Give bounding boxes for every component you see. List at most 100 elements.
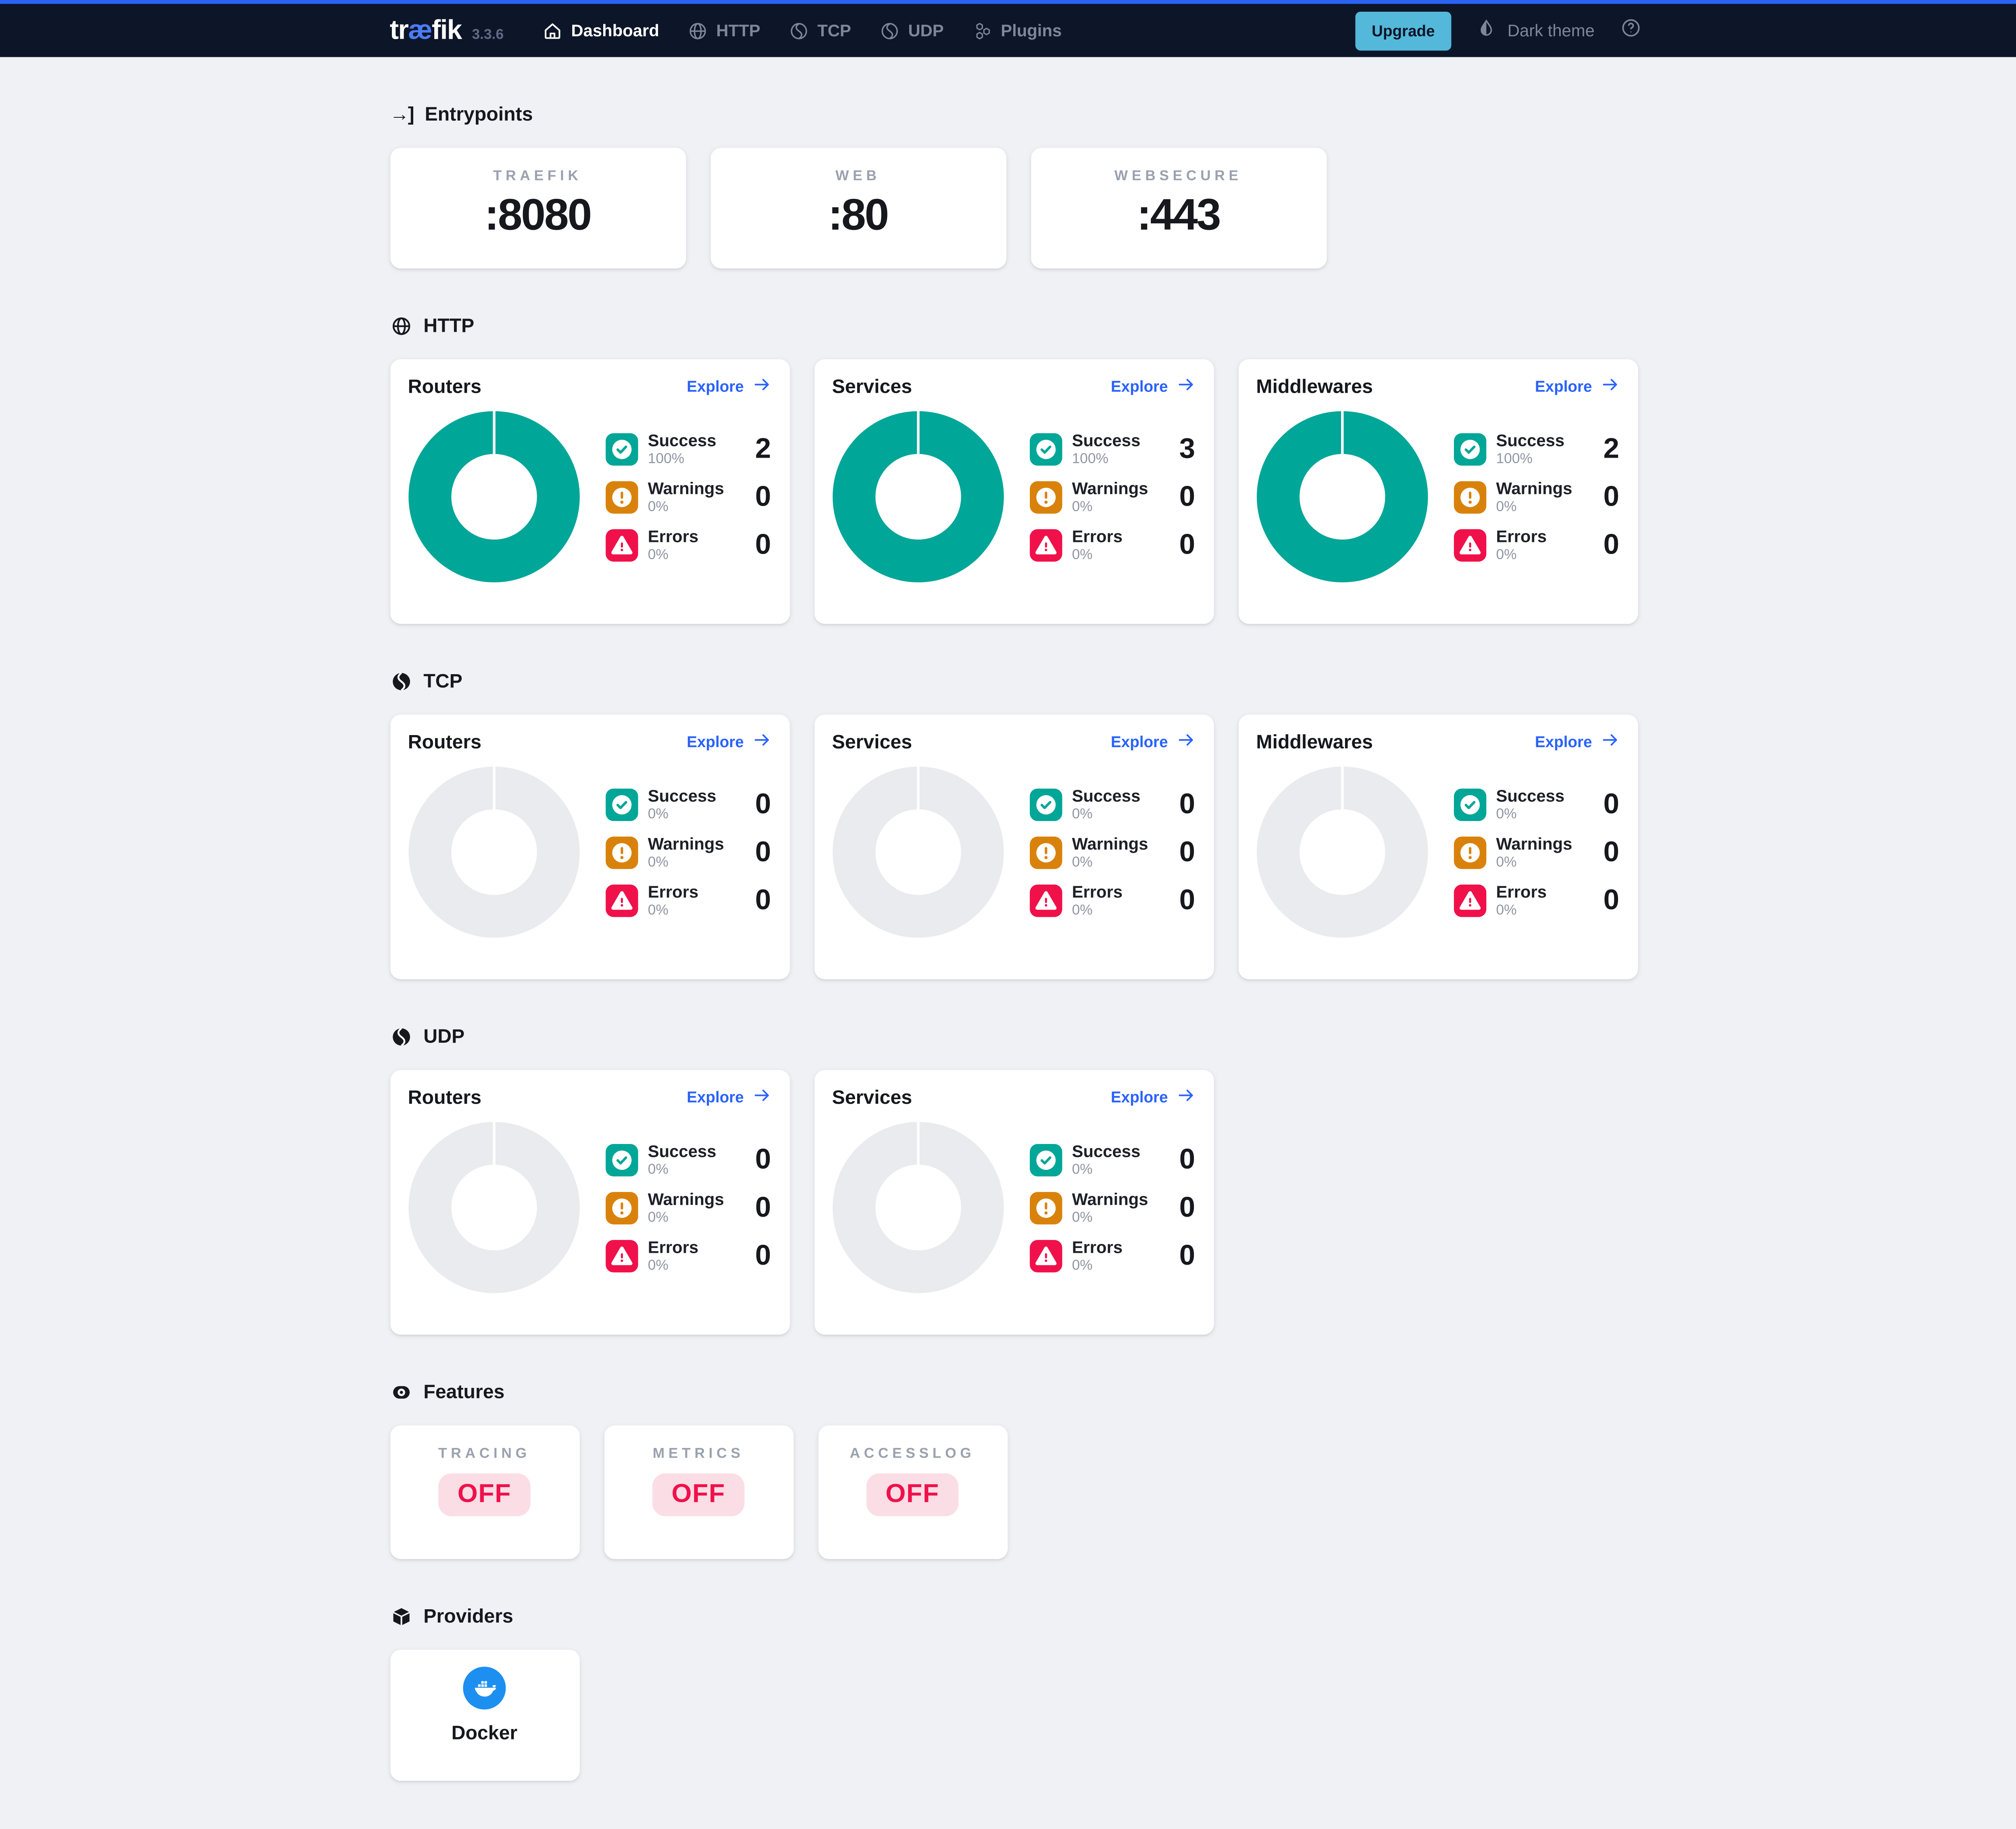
disc-icon: [390, 1025, 412, 1048]
legend-row-warnings: Warnings 0% 0: [1029, 834, 1195, 870]
success-count: 0: [1179, 787, 1195, 820]
section-header-entrypoints: →] Entrypoints: [390, 101, 1641, 127]
droplet-icon: [1477, 18, 1497, 43]
legend-row-success: Success 100% 3: [1029, 431, 1195, 467]
top-nav: træfik 3.3.6 Dashboard HTTP TCP: [0, 0, 2016, 57]
legend-row-success: Success 0% 0: [605, 1142, 771, 1178]
nav-item-udp[interactable]: UDP: [880, 20, 944, 41]
section-header-features: Features: [390, 1379, 1641, 1404]
udp-row: Routers Explore Success 0% 0 Warnings 0%: [389, 1070, 1641, 1335]
legend-row-success: Success 0% 0: [1029, 1142, 1195, 1178]
errors-count: 0: [1179, 528, 1195, 560]
nav-item-http[interactable]: HTTP: [688, 20, 760, 41]
success-icon: [605, 432, 638, 465]
nav-item-label: Plugins: [1001, 21, 1062, 40]
legend-row-errors: Errors 0% 0: [605, 1237, 771, 1274]
section-header-http: HTTP: [390, 312, 1641, 338]
explore-link[interactable]: Explore: [1535, 730, 1619, 754]
success-icon: [1029, 1143, 1062, 1176]
error-icon: [1029, 528, 1062, 561]
donut-chart: [1256, 411, 1427, 583]
theme-toggle[interactable]: Dark theme: [1477, 18, 1595, 43]
legend-row-warnings: Warnings 0% 0: [1453, 479, 1619, 515]
nav-item-tcp[interactable]: TCP: [789, 20, 851, 41]
feature-name: ACCESSLOG: [850, 1446, 975, 1462]
legend-row-warnings: Warnings 0% 0: [1453, 834, 1619, 870]
section-header-tcp: TCP: [390, 668, 1641, 694]
warning-icon: [1453, 480, 1486, 513]
error-icon: [605, 884, 638, 917]
package-icon: [390, 1605, 412, 1627]
version-label: 3.3.6: [472, 26, 504, 42]
help-button[interactable]: [1619, 16, 1641, 45]
donut-chart: [1256, 767, 1427, 938]
http-middlewares-card: Middlewares Explore Success 100% 2 Warni: [1238, 359, 1638, 624]
legend-row-warnings: Warnings 0% 0: [605, 834, 771, 870]
legend-row-errors: Errors 0% 0: [1453, 527, 1619, 563]
legend: Success 0% 0 Warnings 0% 0 Errors 0% 0: [1029, 786, 1195, 918]
nav-right-group: Upgrade Dark theme: [1355, 11, 1641, 50]
legend-row-errors: Errors 0% 0: [1453, 882, 1619, 918]
error-icon: [1453, 528, 1486, 561]
entrypoint-card: WEBSECURE :443: [1030, 148, 1327, 269]
section-header-udp: UDP: [390, 1023, 1641, 1049]
nav-item-label: TCP: [817, 21, 851, 40]
success-icon: [605, 788, 638, 821]
warning-icon: [605, 1191, 638, 1224]
legend: Success 100% 2 Warnings 0% 0 Errors 0% 0: [605, 431, 771, 563]
explore-link[interactable]: Explore: [1111, 1085, 1195, 1109]
disc-icon: [390, 670, 412, 692]
entrypoint-card: TRAEFIK :8080: [389, 148, 686, 269]
legend-row-success: Success 100% 2: [1453, 431, 1619, 467]
legend-row-warnings: Warnings 0% 0: [605, 1189, 771, 1226]
warnings-count: 0: [755, 480, 771, 512]
section-title: Features: [423, 1381, 505, 1403]
success-icon: [605, 1143, 638, 1176]
success-icon: [1029, 788, 1062, 821]
warnings-count: 0: [1179, 835, 1195, 868]
globe-icon: [390, 315, 412, 337]
section-title: UDP: [423, 1025, 465, 1048]
legend-row-warnings: Warnings 0% 0: [1029, 479, 1195, 515]
errors-count: 0: [755, 1238, 771, 1271]
feature-name: METRICS: [652, 1446, 744, 1462]
entrypoint-port: :443: [1137, 190, 1221, 240]
explore-link[interactable]: Explore: [1111, 375, 1195, 398]
section-title: HTTP: [423, 315, 475, 337]
upgrade-button[interactable]: Upgrade: [1355, 11, 1452, 50]
legend: Success 0% 0 Warnings 0% 0 Errors 0% 0: [1453, 786, 1619, 918]
traefik-logo[interactable]: træfik 3.3.6: [390, 15, 504, 46]
nav-item-plugins[interactable]: Plugins: [972, 20, 1062, 41]
legend: Success 100% 3 Warnings 0% 0 Errors 0% 0: [1029, 431, 1195, 563]
donut-chart: [832, 1122, 1004, 1294]
provider-name: Docker: [451, 1722, 518, 1745]
arrow-right-icon: [752, 375, 771, 398]
entrypoint-name: WEBSECURE: [1114, 169, 1242, 184]
warnings-count: 0: [1179, 480, 1195, 512]
success-icon: [1453, 788, 1486, 821]
http-routers-card: Routers Explore Success 100% 2 Warnings 0: [389, 359, 789, 624]
success-icon: [1029, 432, 1062, 465]
errors-count: 0: [1603, 883, 1620, 916]
explore-link[interactable]: Explore: [687, 1085, 771, 1109]
warning-icon: [1029, 1191, 1062, 1224]
explore-link[interactable]: Explore: [687, 375, 771, 398]
error-icon: [605, 1239, 638, 1272]
entrypoint-name: WEB: [835, 169, 881, 184]
legend-row-errors: Errors 0% 0: [605, 882, 771, 918]
card-title: Services: [832, 375, 912, 398]
nav-item-dashboard[interactable]: Dashboard: [543, 20, 659, 41]
donut-chart: [408, 767, 579, 938]
card-title: Middlewares: [1256, 731, 1373, 753]
feature-card-tracing: TRACING OFF: [389, 1425, 579, 1559]
success-count: 0: [1603, 787, 1620, 820]
explore-link[interactable]: Explore: [1535, 375, 1619, 398]
entrypoint-name: TRAEFIK: [493, 169, 582, 184]
nav-item-label: HTTP: [716, 21, 760, 40]
explore-link[interactable]: Explore: [687, 730, 771, 754]
arrow-right-icon: [752, 730, 771, 754]
arrow-right-icon: [1600, 375, 1619, 398]
legend: Success 0% 0 Warnings 0% 0 Errors 0% 0: [605, 786, 771, 918]
success-icon: [1453, 432, 1486, 465]
explore-link[interactable]: Explore: [1111, 730, 1195, 754]
